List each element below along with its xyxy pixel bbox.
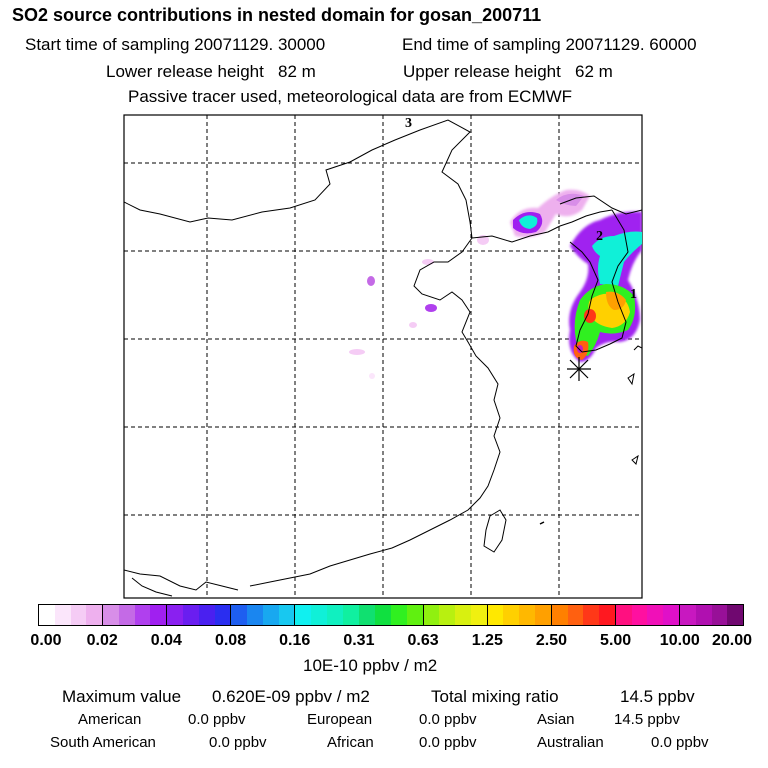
legend-swatch (551, 605, 568, 625)
legend-swatch (86, 605, 103, 625)
region-name-australian: Australian (537, 734, 604, 751)
map-canvas: 3 2 1 (123, 114, 643, 599)
legend-swatch (631, 605, 648, 625)
region-value-american: 0.0 ppbv (188, 711, 246, 728)
tracer-note: Passive tracer used, meteorological data… (128, 87, 573, 106)
legend-swatch (247, 605, 263, 625)
asterisk-icon (567, 357, 591, 381)
legend-tick-label: 1.25 (471, 632, 503, 649)
legend-swatch (663, 605, 679, 625)
legend-swatch (487, 605, 504, 625)
lower-release-height: Lower release height 82 m (106, 62, 316, 81)
legend-tick-label: 20.00 (711, 632, 753, 649)
legend-tick-label: 0.63 (407, 632, 439, 649)
legend-swatch (423, 605, 440, 625)
legend-swatch (231, 605, 248, 625)
legend-swatch (326, 605, 343, 625)
legend-swatch (182, 605, 199, 625)
legend-swatch (535, 605, 551, 625)
legend-tick-label: 0.02 (86, 632, 118, 649)
region-value-african: 0.0 ppbv (419, 734, 477, 751)
legend-segment (295, 605, 360, 625)
start-time: Start time of sampling 20071129. 30000 (25, 35, 326, 54)
legend-segment (103, 605, 168, 625)
legend-swatch (39, 605, 55, 625)
trajectory-marker-2: 2 (596, 229, 603, 244)
region-name-south-american: South American (50, 734, 156, 751)
region-name-european: European (307, 711, 373, 728)
region-value-european: 0.0 ppbv (419, 711, 477, 728)
map-title: SO2 source contributions in nested domai… (12, 5, 542, 25)
legend-swatch (711, 605, 728, 625)
legend-swatch (406, 605, 423, 625)
legend-swatch (391, 605, 407, 625)
legend-segment (487, 605, 552, 625)
legend-tick-label: 0.00 (30, 632, 62, 649)
legend-tick-label: 0.04 (150, 632, 182, 649)
legend-colorbar (38, 604, 744, 626)
legend-swatch (647, 605, 664, 625)
legend-swatch (567, 605, 584, 625)
legend-tick-label: 0.08 (214, 632, 247, 649)
legend-swatch (503, 605, 520, 625)
legend-swatch (54, 605, 71, 625)
legend-swatch (295, 605, 312, 625)
upper-release-height: Upper release height 62 m (403, 62, 613, 81)
legend-segment (167, 605, 232, 625)
legend-tick-label: 0.31 (343, 632, 375, 649)
region-name-american: American (78, 711, 142, 728)
legend-swatch (615, 605, 632, 625)
legend-swatch (695, 605, 712, 625)
legend-swatch (150, 605, 167, 625)
legend-swatch (134, 605, 151, 625)
legend-swatch (198, 605, 215, 625)
legend-swatch (262, 605, 279, 625)
legend-swatch (278, 605, 295, 625)
legend-segment (39, 605, 104, 625)
legend-swatch (311, 605, 327, 625)
legend-swatch (342, 605, 359, 625)
legend-swatch (375, 605, 392, 625)
total-mixing-value: 14.5 ppbv (620, 687, 695, 706)
region-value-australian: 0.0 ppbv (651, 734, 709, 751)
legend-segment (231, 605, 296, 625)
legend-unit: 10E-10 ppbv / m2 (303, 656, 438, 675)
region-name-african: African (327, 734, 374, 751)
trajectory-marker-1: 1 (630, 287, 637, 302)
legend-swatch (583, 605, 600, 625)
legend-swatch (455, 605, 471, 625)
coastlines (124, 119, 642, 597)
legend-swatch (214, 605, 231, 625)
legend-swatch (679, 605, 696, 625)
legend-segment (679, 605, 744, 625)
region-value-south-american: 0.0 ppbv (209, 734, 267, 751)
legend-segment (615, 605, 680, 625)
max-value-label: Maximum value (62, 687, 182, 706)
total-mixing-label: Total mixing ratio (431, 687, 559, 706)
legend-swatch (70, 605, 87, 625)
lat-lon-grid (124, 115, 642, 598)
trajectory-marker-3: 3 (405, 116, 412, 131)
legend-swatch (470, 605, 487, 625)
legend-tick-label: 2.50 (535, 632, 568, 649)
end-time: End time of sampling 20071129. 60000 (402, 35, 697, 54)
legend-tick-label: 10.00 (659, 632, 700, 649)
region-value-asian: 14.5 ppbv (614, 711, 680, 728)
legend-swatch (103, 605, 119, 625)
legend-segment (423, 605, 488, 625)
legend-swatch (359, 605, 376, 625)
legend-swatch (439, 605, 456, 625)
legend-swatch (118, 605, 135, 625)
region-name-asian: Asian (537, 711, 575, 728)
legend-swatch (599, 605, 615, 625)
legend-swatch (519, 605, 535, 625)
legend-tick-label: 0.16 (279, 632, 311, 649)
legend-tick-label: 5.00 (600, 632, 632, 649)
legend-swatch (727, 605, 744, 625)
legend-segment (551, 605, 616, 625)
legend-swatch (167, 605, 183, 625)
max-value: 0.620E-09 ppbv / m2 (212, 687, 370, 706)
legend-segment (359, 605, 424, 625)
